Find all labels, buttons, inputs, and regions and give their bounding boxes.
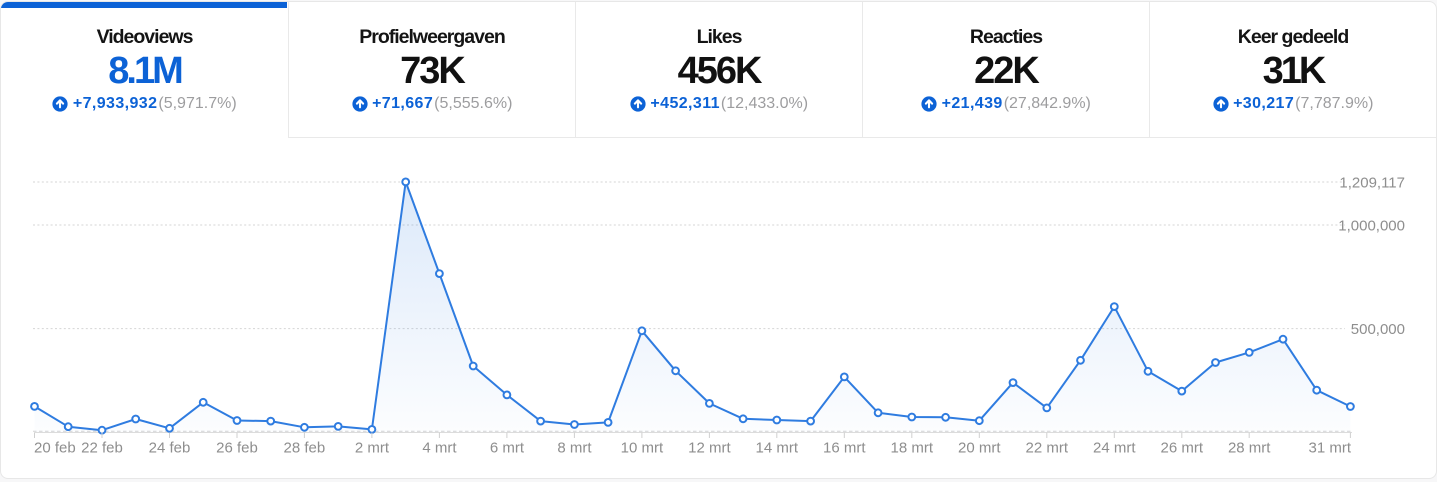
svg-text:14 mrt: 14 mrt <box>756 440 799 457</box>
svg-text:26 mrt: 26 mrt <box>1161 440 1204 457</box>
svg-text:26 feb: 26 feb <box>216 440 258 457</box>
svg-text:18 mrt: 18 mrt <box>891 440 934 457</box>
svg-text:8 mrt: 8 mrt <box>557 440 592 457</box>
svg-text:28 mrt: 28 mrt <box>1228 440 1271 457</box>
svg-text:12 mrt: 12 mrt <box>688 440 731 457</box>
svg-text:22 mrt: 22 mrt <box>1026 440 1069 457</box>
svg-text:4 mrt: 4 mrt <box>422 440 457 457</box>
svg-text:1,000,000: 1,000,000 <box>1338 217 1405 234</box>
svg-text:24 mrt: 24 mrt <box>1093 440 1136 457</box>
svg-text:20 mrt: 20 mrt <box>958 440 1001 457</box>
svg-text:20 feb: 20 feb <box>34 440 76 457</box>
svg-text:16 mrt: 16 mrt <box>823 440 866 457</box>
svg-text:10 mrt: 10 mrt <box>621 440 664 457</box>
svg-text:6 mrt: 6 mrt <box>490 440 525 457</box>
svg-text:500,000: 500,000 <box>1351 321 1405 338</box>
svg-text:28 feb: 28 feb <box>284 440 326 457</box>
svg-text:2 mrt: 2 mrt <box>355 440 390 457</box>
svg-text:31 mrt: 31 mrt <box>1308 440 1351 457</box>
svg-text:1,209,117: 1,209,117 <box>1339 174 1405 191</box>
svg-text:22 feb: 22 feb <box>81 440 123 457</box>
svg-text:24 feb: 24 feb <box>149 440 191 457</box>
